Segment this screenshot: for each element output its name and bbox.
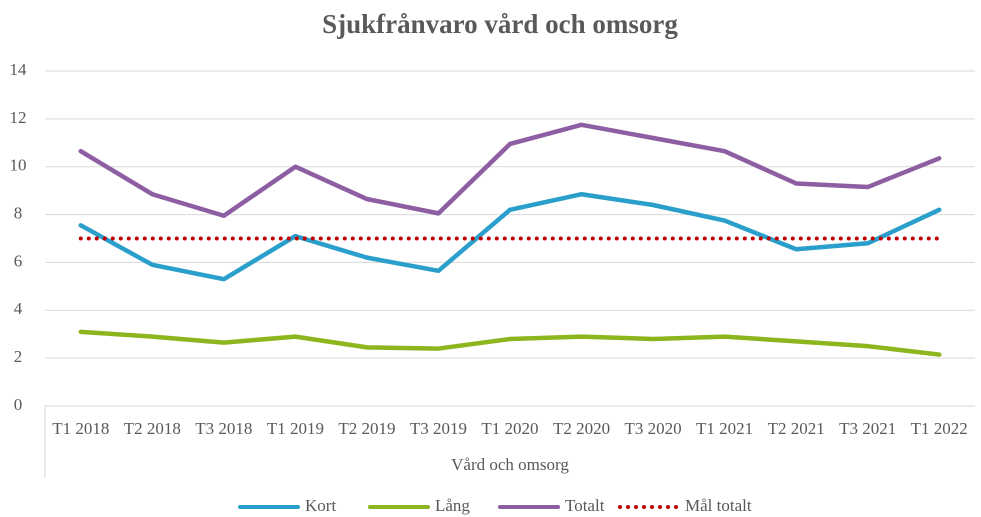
- y-tick-label: 8: [14, 203, 23, 222]
- x-tick-label: T1 2022: [911, 419, 968, 438]
- x-axis-label: Vård och omsorg: [451, 455, 569, 474]
- x-tick-label: T1 2019: [267, 419, 324, 438]
- x-tick-label: T2 2020: [553, 419, 610, 438]
- line-series: [78, 122, 942, 219]
- x-tick-label: T2 2018: [124, 419, 181, 438]
- x-tick-label: T1 2021: [696, 419, 753, 438]
- legend-label: Totalt: [565, 496, 605, 515]
- chart-title: Sjukfrånvaro vård och omsorg: [322, 9, 678, 39]
- legend-label: Lång: [435, 496, 470, 515]
- y-tick-label: 0: [14, 395, 23, 414]
- x-tick-label: T1 2018: [52, 419, 109, 438]
- x-tick-label: T2 2021: [768, 419, 825, 438]
- y-tick-label: 4: [14, 299, 23, 318]
- x-tick-label: T2 2019: [338, 419, 395, 438]
- x-tick-label: T3 2018: [195, 419, 252, 438]
- line-series: [78, 191, 942, 282]
- y-tick-label: 12: [10, 108, 27, 127]
- legend-label: Kort: [305, 496, 336, 515]
- legend-label: Mål totalt: [685, 496, 752, 515]
- y-tick-label: 10: [10, 156, 27, 175]
- x-tick-label: T3 2020: [625, 419, 682, 438]
- x-tick-label: T3 2021: [839, 419, 896, 438]
- line-series: [78, 329, 942, 357]
- y-tick-label: 6: [14, 251, 23, 270]
- y-tick-label: 14: [10, 60, 28, 79]
- x-tick-label: T1 2020: [481, 419, 538, 438]
- y-tick-label: 2: [14, 347, 23, 366]
- x-tick-label: T3 2019: [410, 419, 467, 438]
